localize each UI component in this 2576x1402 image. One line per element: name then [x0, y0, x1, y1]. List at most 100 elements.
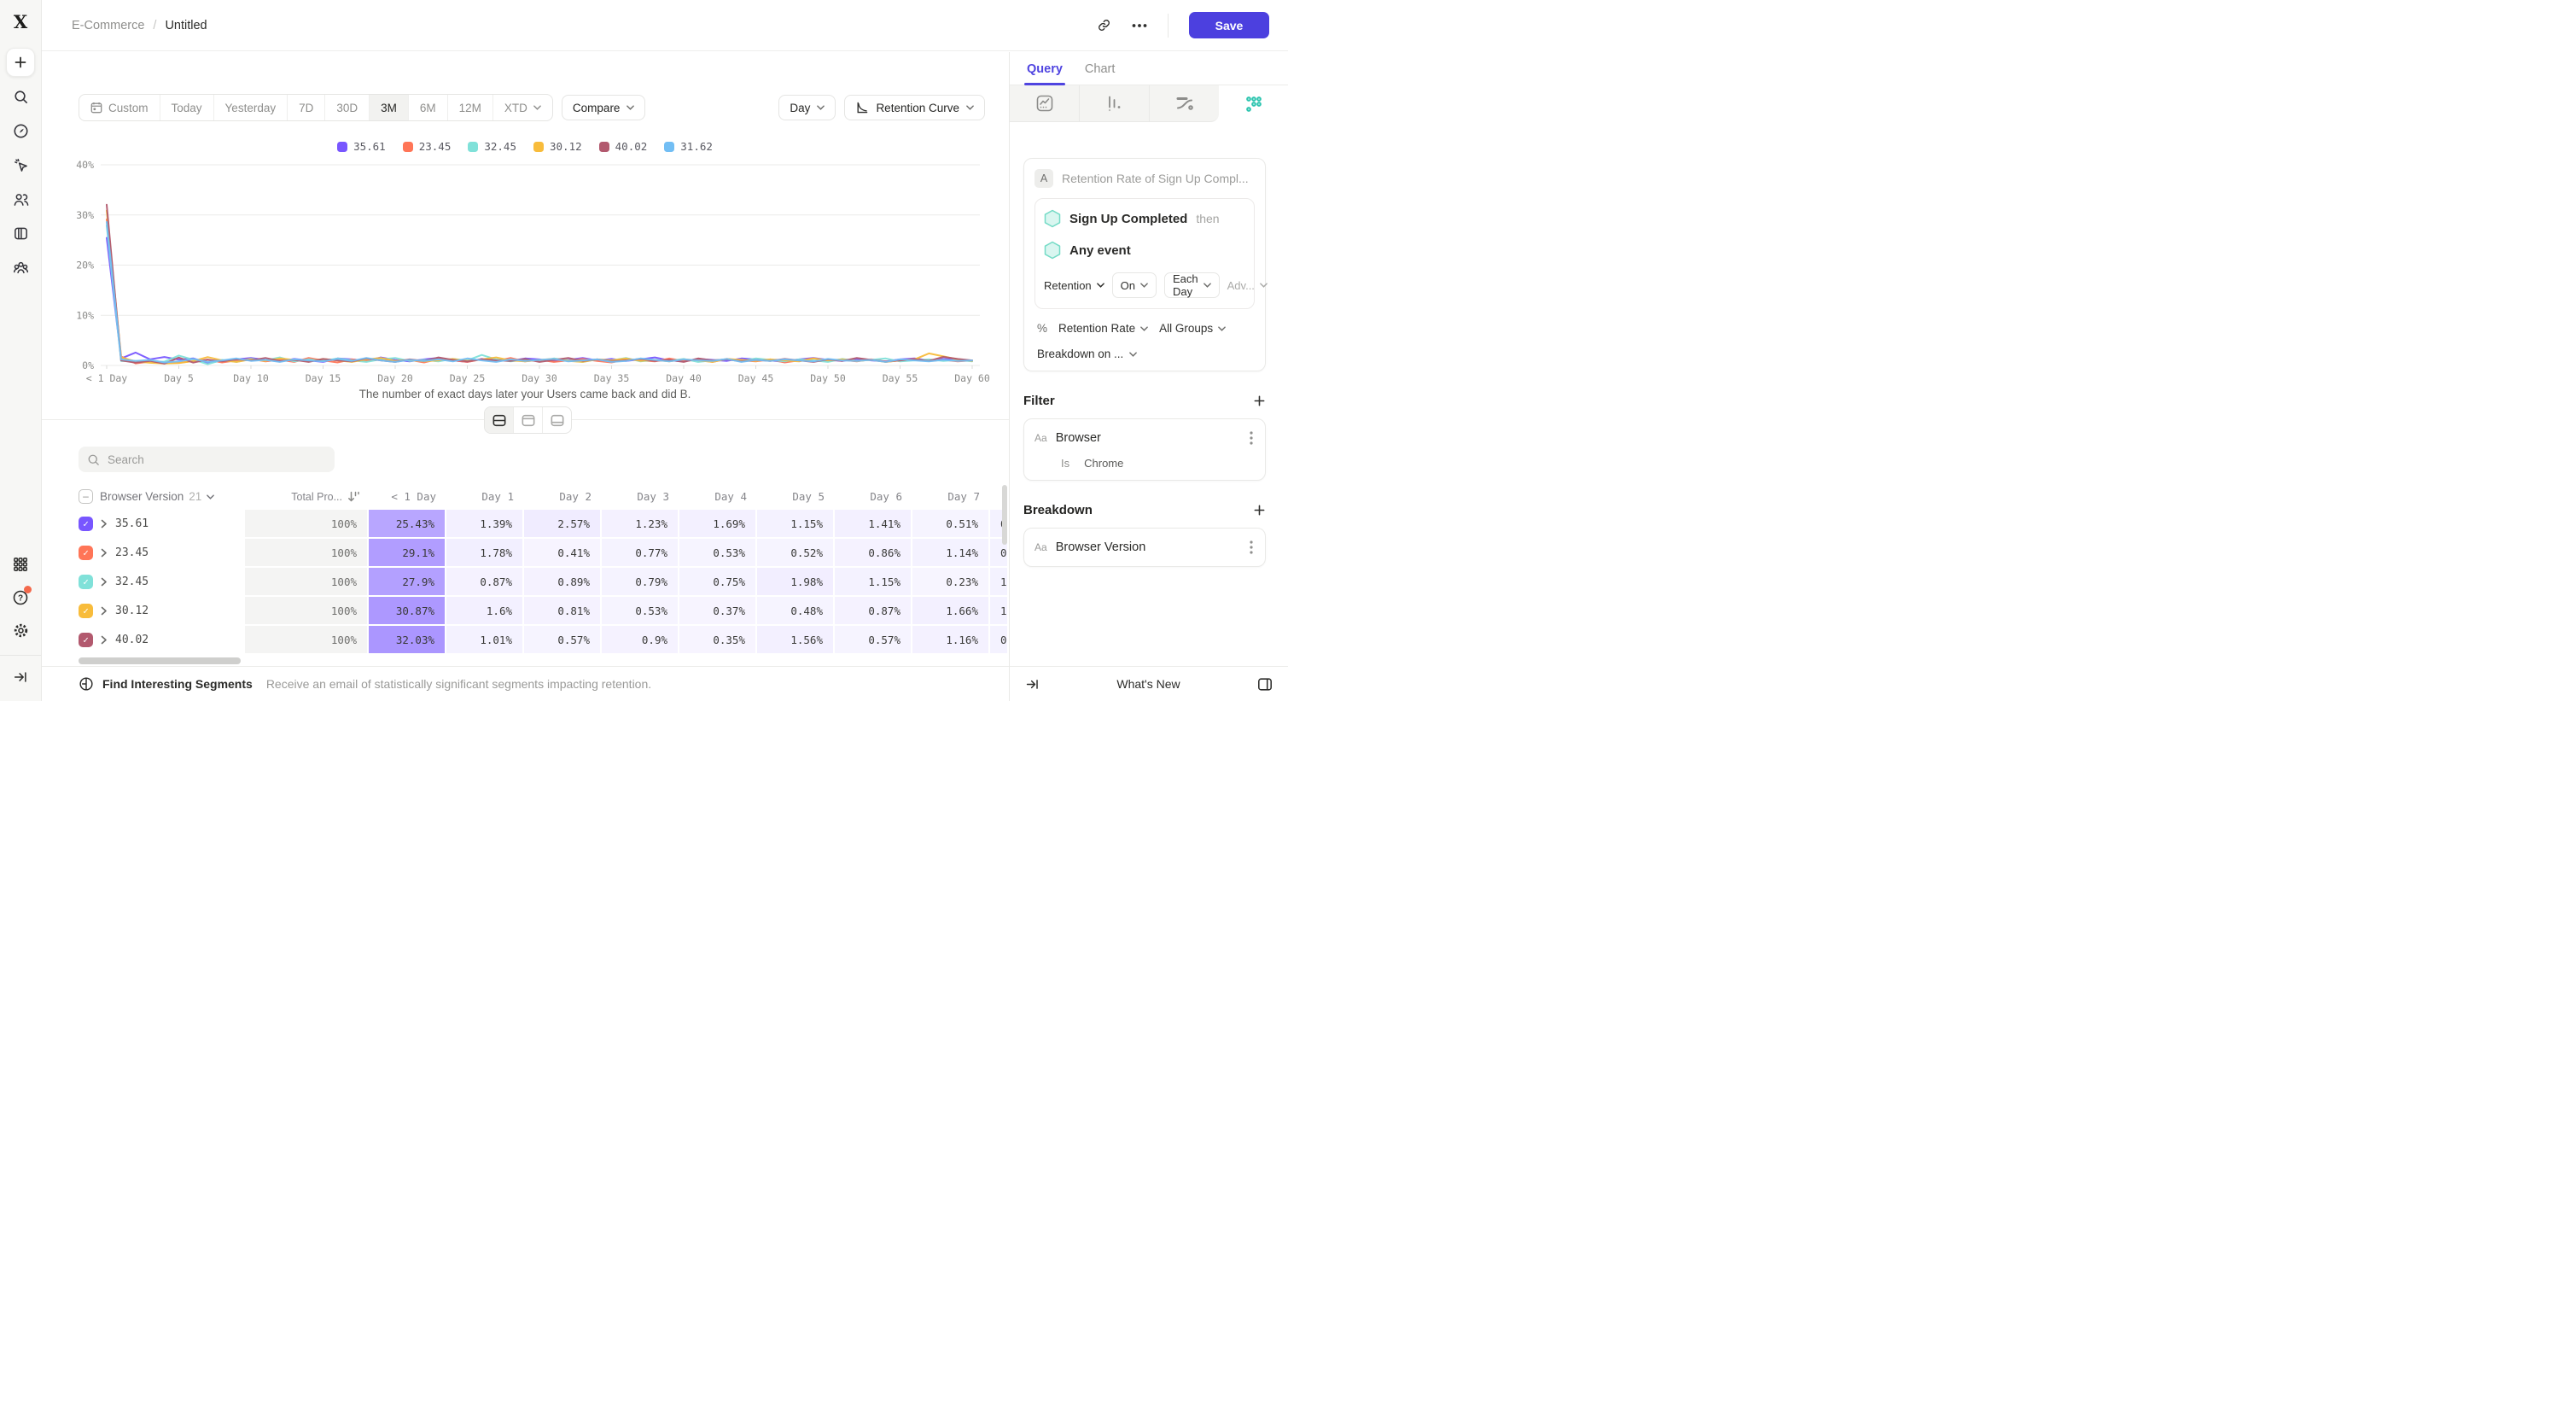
filter-options-button[interactable] [1248, 429, 1255, 447]
breakdown-property-row[interactable]: Aa Browser Version [1034, 539, 1255, 556]
expand-row-icon[interactable] [101, 548, 108, 558]
breadcrumb-project[interactable]: E-Commerce [72, 18, 145, 32]
date-range-30d[interactable]: 30D [325, 95, 370, 120]
y-axis-tick-label: 40% [76, 159, 94, 171]
chart-type-retention[interactable] [1219, 85, 1288, 122]
layout-table-only-button[interactable] [543, 407, 571, 433]
breakdown-options-button[interactable] [1248, 539, 1255, 556]
filter-property-row[interactable]: Aa Browser [1034, 429, 1255, 447]
sidebar-item-search[interactable] [5, 83, 36, 111]
save-button[interactable]: Save [1189, 12, 1269, 38]
row-label[interactable]: 30.12 [115, 604, 149, 617]
select-all-checkbox[interactable] [79, 489, 93, 504]
chart-view-button[interactable]: Retention Curve [844, 95, 985, 120]
row-checkbox[interactable] [79, 603, 93, 618]
legend-item[interactable]: 23.45 [402, 140, 451, 153]
table-vertical-scrollbar[interactable] [1002, 485, 1007, 545]
row-checkbox[interactable] [79, 574, 93, 589]
sidebar-item-explore[interactable] [5, 117, 36, 145]
measure-dropdown[interactable]: Retention Rate [1058, 322, 1148, 335]
row-label[interactable]: 35.61 [115, 517, 149, 530]
add-breakdown-button[interactable] [1253, 504, 1266, 517]
day-column-header[interactable]: Day 6 [870, 490, 902, 503]
chart-type-insights[interactable] [1010, 85, 1080, 122]
day-column-header[interactable]: < 1 Day [391, 490, 436, 503]
toggle-panel-button[interactable] [1257, 677, 1273, 692]
sidebar-item-events[interactable] [5, 151, 36, 179]
breadcrumb-title[interactable]: Untitled [165, 18, 207, 32]
collapse-panel-button[interactable] [1025, 677, 1040, 692]
day-column-header[interactable]: Day 7 [947, 490, 980, 503]
chart-type-funnels[interactable] [1080, 85, 1150, 122]
sidebar-item-apps[interactable] [5, 550, 36, 578]
day-column-header[interactable]: Day 4 [714, 490, 747, 503]
expand-row-icon[interactable] [101, 519, 108, 529]
row-checkbox[interactable] [79, 632, 93, 647]
row-checkbox[interactable] [79, 545, 93, 560]
app-logo[interactable]: X [13, 11, 28, 32]
whats-new-button[interactable]: What's New [1116, 677, 1180, 691]
layout-chart-only-button[interactable] [514, 407, 543, 433]
cursor-sparkle-icon [13, 157, 29, 173]
date-range-today[interactable]: Today [160, 95, 214, 120]
sidebar-item-help[interactable]: ? [5, 583, 36, 611]
sort-icon[interactable] [347, 491, 360, 502]
retention-on-dropdown[interactable]: On [1111, 272, 1157, 298]
sidebar-item-settings[interactable] [5, 616, 36, 645]
date-range-7d[interactable]: 7D [288, 95, 326, 120]
retention-line-chart[interactable]: 0% 10% 20% 30% 40% < 1 Day Day 5 Day 10 Day 15 Da… [41, 153, 1009, 385]
legend-item[interactable]: 35.61 [337, 140, 386, 153]
copy-link-button[interactable] [1097, 18, 1111, 32]
expand-row-icon[interactable] [101, 635, 108, 645]
expand-row-icon[interactable] [101, 606, 108, 616]
granularity-button[interactable]: Day [778, 95, 836, 120]
legend-item[interactable]: 32.45 [468, 140, 516, 153]
first-event-row[interactable]: Sign Up Completed then [1044, 209, 1245, 228]
groups-dropdown[interactable]: All Groups [1159, 322, 1226, 335]
layout-split-button[interactable] [485, 407, 514, 433]
table-search-input[interactable]: Search [79, 447, 335, 472]
filter-condition-row[interactable]: Is Chrome [1034, 457, 1255, 470]
legend-item[interactable]: 40.02 [598, 140, 647, 153]
date-range-6m[interactable]: 6M [409, 95, 448, 120]
table-horizontal-scrollbar[interactable] [79, 657, 241, 664]
sidebar-item-boards[interactable] [5, 219, 36, 248]
find-segments-button[interactable]: Find Interesting Segments [102, 677, 253, 691]
add-filter-button[interactable] [1253, 394, 1266, 407]
string-type-icon: Aa [1034, 432, 1047, 444]
retention-type-dropdown[interactable]: Retention [1044, 279, 1104, 292]
legend-item[interactable]: 31.62 [664, 140, 713, 153]
compare-button[interactable]: Compare [561, 95, 646, 120]
advanced-dropdown[interactable]: Adv... [1227, 279, 1268, 292]
date-range-custom[interactable]: Custom [79, 95, 160, 120]
panel-tab-chart[interactable]: Chart [1084, 62, 1116, 76]
date-range-3m[interactable]: 3M [370, 95, 409, 120]
create-new-button[interactable] [6, 48, 35, 77]
total-cell: 100% [245, 597, 369, 626]
day-column-header[interactable]: Day 5 [792, 490, 825, 503]
date-range-12m[interactable]: 12M [448, 95, 493, 120]
date-range-yesterday[interactable]: Yesterday [214, 95, 288, 120]
panel-tab-query[interactable]: Query [1024, 62, 1065, 85]
more-options-button[interactable] [1132, 23, 1147, 28]
breakdown-on-dropdown[interactable]: Breakdown on ... [1034, 348, 1255, 360]
expand-row-icon[interactable] [101, 577, 108, 587]
return-event-row[interactable]: Any event [1044, 241, 1245, 260]
query-title[interactable]: Retention Rate of Sign Up Compl... [1062, 172, 1249, 185]
day-column-header[interactable]: Day 3 [637, 490, 669, 503]
row-label[interactable]: 40.02 [115, 633, 149, 646]
chart-type-flows[interactable] [1150, 85, 1219, 122]
bucket-dropdown[interactable]: Each Day [1164, 272, 1220, 298]
sidebar-item-users[interactable] [5, 185, 36, 213]
day-column-header[interactable]: Day 1 [481, 490, 514, 503]
sidebar-item-cohorts[interactable] [5, 254, 36, 282]
day-column-header[interactable]: Day 2 [559, 490, 592, 503]
row-label[interactable]: 32.45 [115, 575, 149, 588]
group-column-header[interactable]: Browser Version 21 [100, 490, 215, 503]
date-range-xtd[interactable]: XTD [493, 95, 552, 120]
row-label[interactable]: 23.45 [115, 546, 149, 559]
row-checkbox[interactable] [79, 516, 93, 531]
legend-item[interactable]: 30.12 [533, 140, 582, 153]
sidebar-expand-button[interactable] [5, 663, 36, 691]
total-column-header[interactable]: Total Pro... [291, 490, 342, 503]
